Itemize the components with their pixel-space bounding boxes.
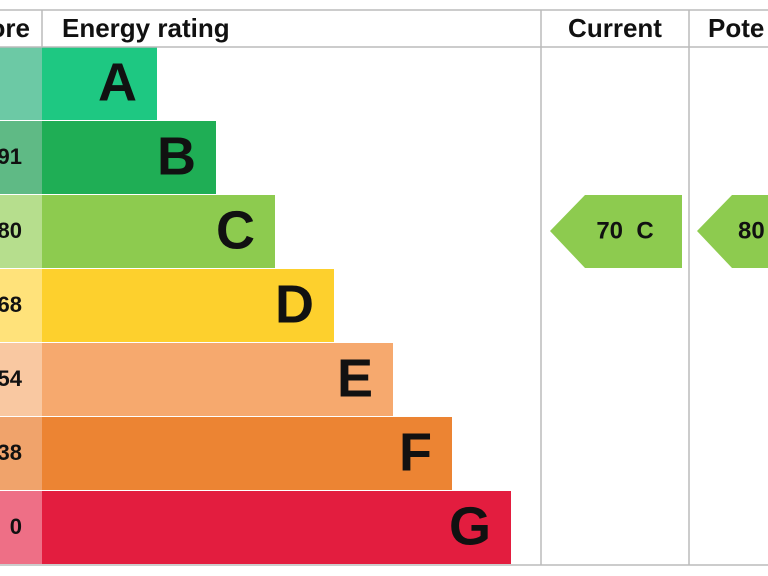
score-cell [0, 47, 42, 120]
score-range: 0 [10, 514, 22, 539]
rating-bar [42, 195, 275, 268]
score-header: ore [0, 13, 30, 43]
current-rating: 70 C [596, 217, 653, 244]
current-arrow [550, 195, 682, 268]
score-cell [0, 343, 42, 416]
potential-header: Pote [708, 13, 764, 43]
score-range: 68 [0, 292, 22, 317]
score-range: 54 [0, 366, 23, 391]
potential-rating: 80 [738, 217, 765, 244]
rating-bar [42, 121, 216, 194]
score-range: 91 [0, 144, 22, 169]
rating-bar [42, 47, 157, 120]
score-cell [0, 491, 42, 564]
rating-letter: G [449, 496, 491, 556]
rating-bar [42, 491, 511, 564]
score-cell [0, 417, 42, 490]
rating-bar [42, 417, 452, 490]
score-range: 38 [0, 440, 22, 465]
rating-letter: C [216, 200, 255, 260]
rating-letter: A [98, 52, 137, 112]
score-range: 80 [0, 218, 22, 243]
rating-bar [42, 269, 334, 342]
score-cell [0, 121, 42, 194]
rating-letter: F [399, 422, 432, 482]
rating-header: Energy rating [62, 13, 230, 43]
rating-letter: B [157, 126, 196, 186]
rating-bar [42, 343, 393, 416]
score-cell [0, 195, 42, 268]
rating-letter: E [337, 348, 373, 408]
current-header: Current [568, 13, 662, 43]
score-cell [0, 269, 42, 342]
rating-letter: D [275, 274, 314, 334]
potential-arrow [697, 195, 768, 268]
